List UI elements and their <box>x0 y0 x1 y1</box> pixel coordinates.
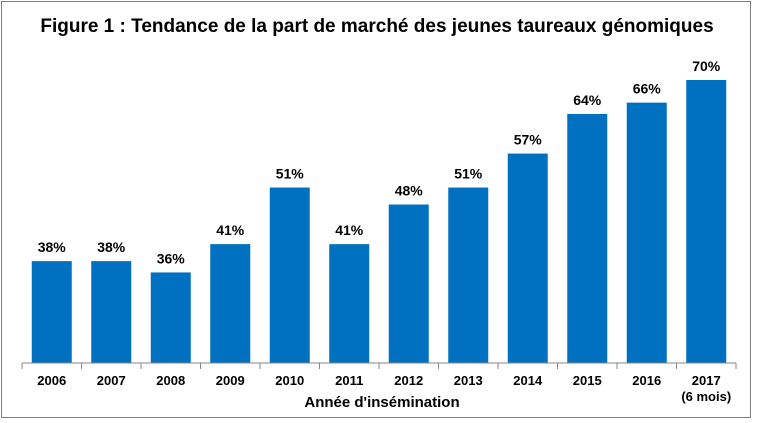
data-label-2015: 64% <box>573 92 602 108</box>
data-label-2014: 57% <box>514 132 543 148</box>
x-tick-label-2007: 2007 <box>97 373 126 388</box>
x-tick-sublabel-2017: (6 mois) <box>681 389 731 404</box>
data-label-2017: 70% <box>692 58 721 74</box>
x-axis-label: Année d'insémination <box>304 394 460 411</box>
x-tick-label-2016: 2016 <box>632 373 661 388</box>
data-label-2010: 51% <box>276 166 305 182</box>
data-label-2007: 38% <box>97 239 126 255</box>
x-tick-label-2006: 2006 <box>37 373 66 388</box>
bar-2007 <box>91 261 132 363</box>
bar-2006 <box>31 261 72 363</box>
data-label-2006: 38% <box>38 239 67 255</box>
x-tick-label-2010: 2010 <box>275 373 304 388</box>
x-tick-label-2012: 2012 <box>394 373 423 388</box>
bar-2015 <box>567 113 608 364</box>
bar-chart: 38% 2006 38% 2007 36% 2008 41% 2009 51% 2010 41% 20… <box>21 58 737 404</box>
bar-2011 <box>329 244 370 363</box>
bar-2010 <box>269 187 310 363</box>
data-label-2012: 48% <box>395 183 424 199</box>
data-label-2016: 66% <box>633 81 662 97</box>
bar-2016 <box>626 102 667 363</box>
data-label-2008: 36% <box>157 250 186 266</box>
x-tick-label-2013: 2013 <box>454 373 483 388</box>
x-tick-label-2014: 2014 <box>513 373 543 388</box>
bar-2014 <box>507 153 548 363</box>
x-tick-label-2009: 2009 <box>216 373 245 388</box>
bar-2012 <box>388 204 429 363</box>
bar-2008 <box>150 272 191 363</box>
bar-2017 <box>686 80 727 363</box>
bar-2009 <box>210 244 251 363</box>
bar-2013 <box>448 187 489 363</box>
chart-title: Figure 1 : Tendance de la part de marché… <box>40 16 714 37</box>
chart-frame: Figure 1 : Tendance de la part de marché… <box>1 1 751 418</box>
data-label-2011: 41% <box>335 222 364 238</box>
data-label-2013: 51% <box>454 166 483 182</box>
x-tick-label-2015: 2015 <box>573 373 602 388</box>
x-tick-label-2017: 2017 <box>692 373 721 388</box>
data-label-2009: 41% <box>216 222 245 238</box>
x-tick-label-2011: 2011 <box>335 373 363 388</box>
x-tick-label-2008: 2008 <box>156 373 185 388</box>
